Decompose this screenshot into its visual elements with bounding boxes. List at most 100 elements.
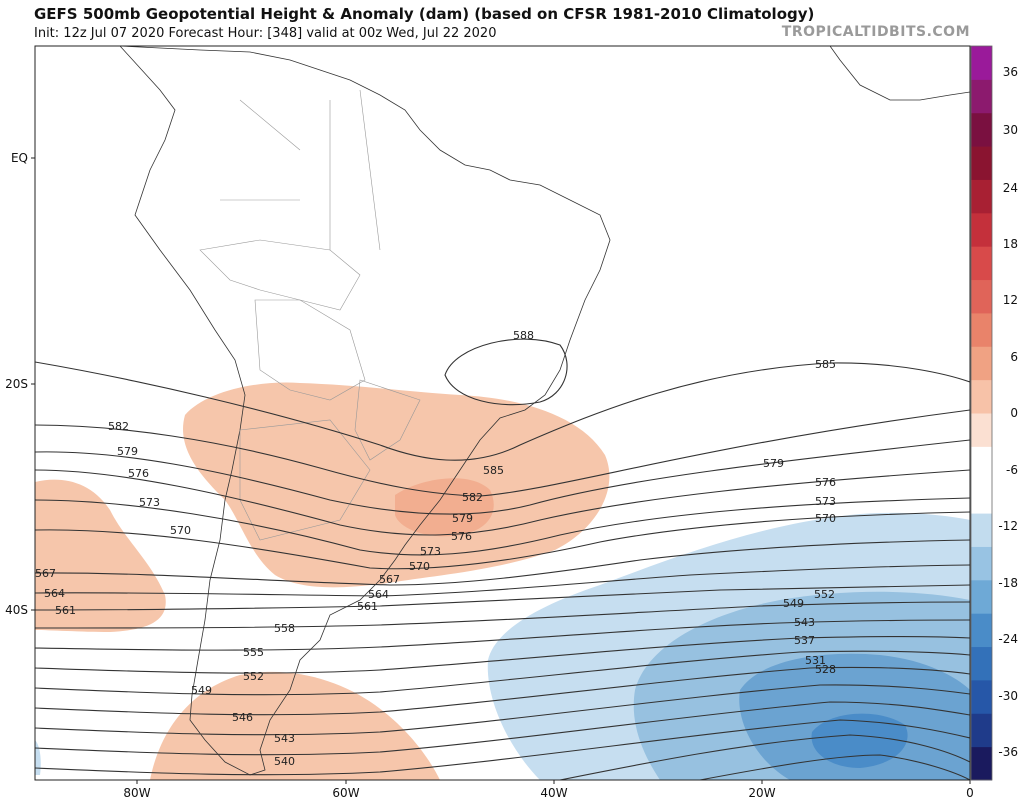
contour-line-570	[35, 511, 970, 570]
contour-label: 582	[108, 420, 129, 433]
chart-subtitle: Init: 12z Jul 07 2020 Forecast Hour: [34…	[34, 26, 497, 41]
height-contours	[35, 338, 970, 780]
lat-label-40s: 40S	[5, 603, 28, 617]
contour-label: 576	[128, 467, 149, 480]
positive-anomaly-west	[35, 479, 166, 632]
contour-labels: 588 585 585 582 582 579 579 579 576 576 …	[35, 329, 836, 768]
colorbar-swatch	[971, 312, 992, 347]
contour-label: 582	[462, 491, 483, 504]
colorbar-swatch	[971, 446, 992, 481]
contour-label: 543	[794, 616, 815, 629]
south-america-coastline	[119, 46, 611, 776]
contour-line-585	[35, 361, 970, 461]
contour-line-540	[35, 701, 970, 756]
contour-label: 576	[451, 530, 472, 543]
contour-label: 558	[274, 622, 295, 635]
colorbar-label: -18	[998, 576, 1018, 590]
contour-label: 564	[44, 587, 65, 600]
contour-label: 567	[379, 573, 400, 586]
contour-label: 555	[243, 646, 264, 659]
contour-label: 570	[409, 560, 430, 573]
contour-line-588	[444, 338, 568, 406]
colorbar-label: -6	[1006, 463, 1018, 477]
colorbar-label: -30	[998, 689, 1018, 703]
contour-line-564	[35, 564, 970, 597]
contour-label: 573	[420, 545, 441, 558]
contour-label: 567	[35, 567, 56, 580]
contour-label: 570	[815, 512, 836, 525]
lat-label-eq: EQ	[11, 151, 28, 165]
map-frame	[34, 45, 971, 781]
contour-label: 546	[232, 711, 253, 724]
colorbar-swatch	[971, 679, 992, 714]
lon-label-0: 0	[966, 786, 974, 800]
colorbar-swatch	[971, 613, 992, 648]
contour-line-552	[35, 635, 970, 674]
colorbar-swatch	[971, 146, 992, 180]
colorbar-label: 0	[1010, 406, 1018, 420]
contour-label: 552	[814, 588, 835, 601]
colorbar-swatch	[971, 379, 992, 414]
contour-line-561	[35, 584, 970, 611]
contour-label: 579	[763, 457, 784, 470]
negative-anomaly-core	[811, 713, 908, 768]
lon-label-40w: 40W	[540, 786, 567, 800]
contour-line-567	[35, 539, 970, 586]
contour-label: 564	[368, 588, 389, 601]
africa-coastline	[829, 46, 970, 101]
colorbar-swatch	[971, 212, 992, 247]
contour-label: 579	[117, 445, 138, 458]
colorbar-label: 24	[1003, 181, 1018, 195]
colorbar-swatch	[971, 413, 992, 447]
contour-label: 528	[815, 663, 836, 676]
colorbar-swatch	[971, 579, 992, 614]
coastlines	[119, 46, 970, 776]
contour-line-546	[35, 666, 970, 716]
colorbar-swatch	[971, 513, 992, 547]
contour-line-555	[35, 619, 970, 651]
colorbar-swatch	[971, 646, 992, 681]
contour-label: 540	[274, 755, 295, 768]
anomaly-colorbar	[970, 45, 993, 781]
positive-anomaly-core	[395, 478, 494, 537]
colorbar-swatch	[971, 479, 992, 514]
contour-label: 570	[170, 524, 191, 537]
contour-label: 573	[139, 496, 160, 509]
contour-line-576	[35, 469, 970, 536]
colorbar-frame	[970, 45, 993, 781]
latitude-labels: EQ 20S 40S	[5, 151, 28, 617]
lon-label-20w: 20W	[748, 786, 775, 800]
contour-label: 537	[794, 634, 815, 647]
contour-label: 573	[815, 495, 836, 508]
colorbar-labels: 36 30 24 18 12 6 0 -6 -12 -18 -24 -30 -3…	[998, 65, 1018, 759]
colorbar-swatch	[971, 179, 992, 214]
colorbar-label: 18	[1003, 237, 1018, 251]
colorbar-swatch	[971, 79, 992, 114]
contour-line-579	[35, 439, 970, 515]
contour-label: 576	[815, 476, 836, 489]
colorbar-swatch	[971, 279, 992, 314]
contour-label: 588	[513, 329, 534, 342]
contour-label: 552	[243, 670, 264, 683]
colorbar-swatch	[971, 546, 992, 581]
contour-label: 561	[357, 600, 378, 613]
contour-line-573	[35, 497, 970, 556]
colorbar-label: -12	[998, 519, 1018, 533]
colorbar-swatch	[971, 746, 992, 781]
colorbar-label: 6	[1010, 350, 1018, 364]
country-borders	[199, 89, 421, 541]
colorbar-swatch	[971, 713, 992, 748]
contour-label: 579	[452, 512, 473, 525]
contour-line-558	[35, 601, 970, 629]
contour-line-582	[35, 409, 970, 497]
contour-label: 531	[805, 654, 826, 667]
colorbar-swatch	[971, 46, 992, 80]
colorbar-swatch	[971, 346, 992, 381]
lon-label-60w: 60W	[332, 786, 359, 800]
contour-line-531	[559, 734, 970, 780]
chart-title: GEFS 500mb Geopotential Height & Anomaly…	[34, 5, 815, 23]
colorbar-label: -36	[998, 745, 1018, 759]
lon-label-80w: 80W	[123, 786, 150, 800]
contour-label: 585	[483, 464, 504, 477]
contour-label: 549	[783, 597, 804, 610]
